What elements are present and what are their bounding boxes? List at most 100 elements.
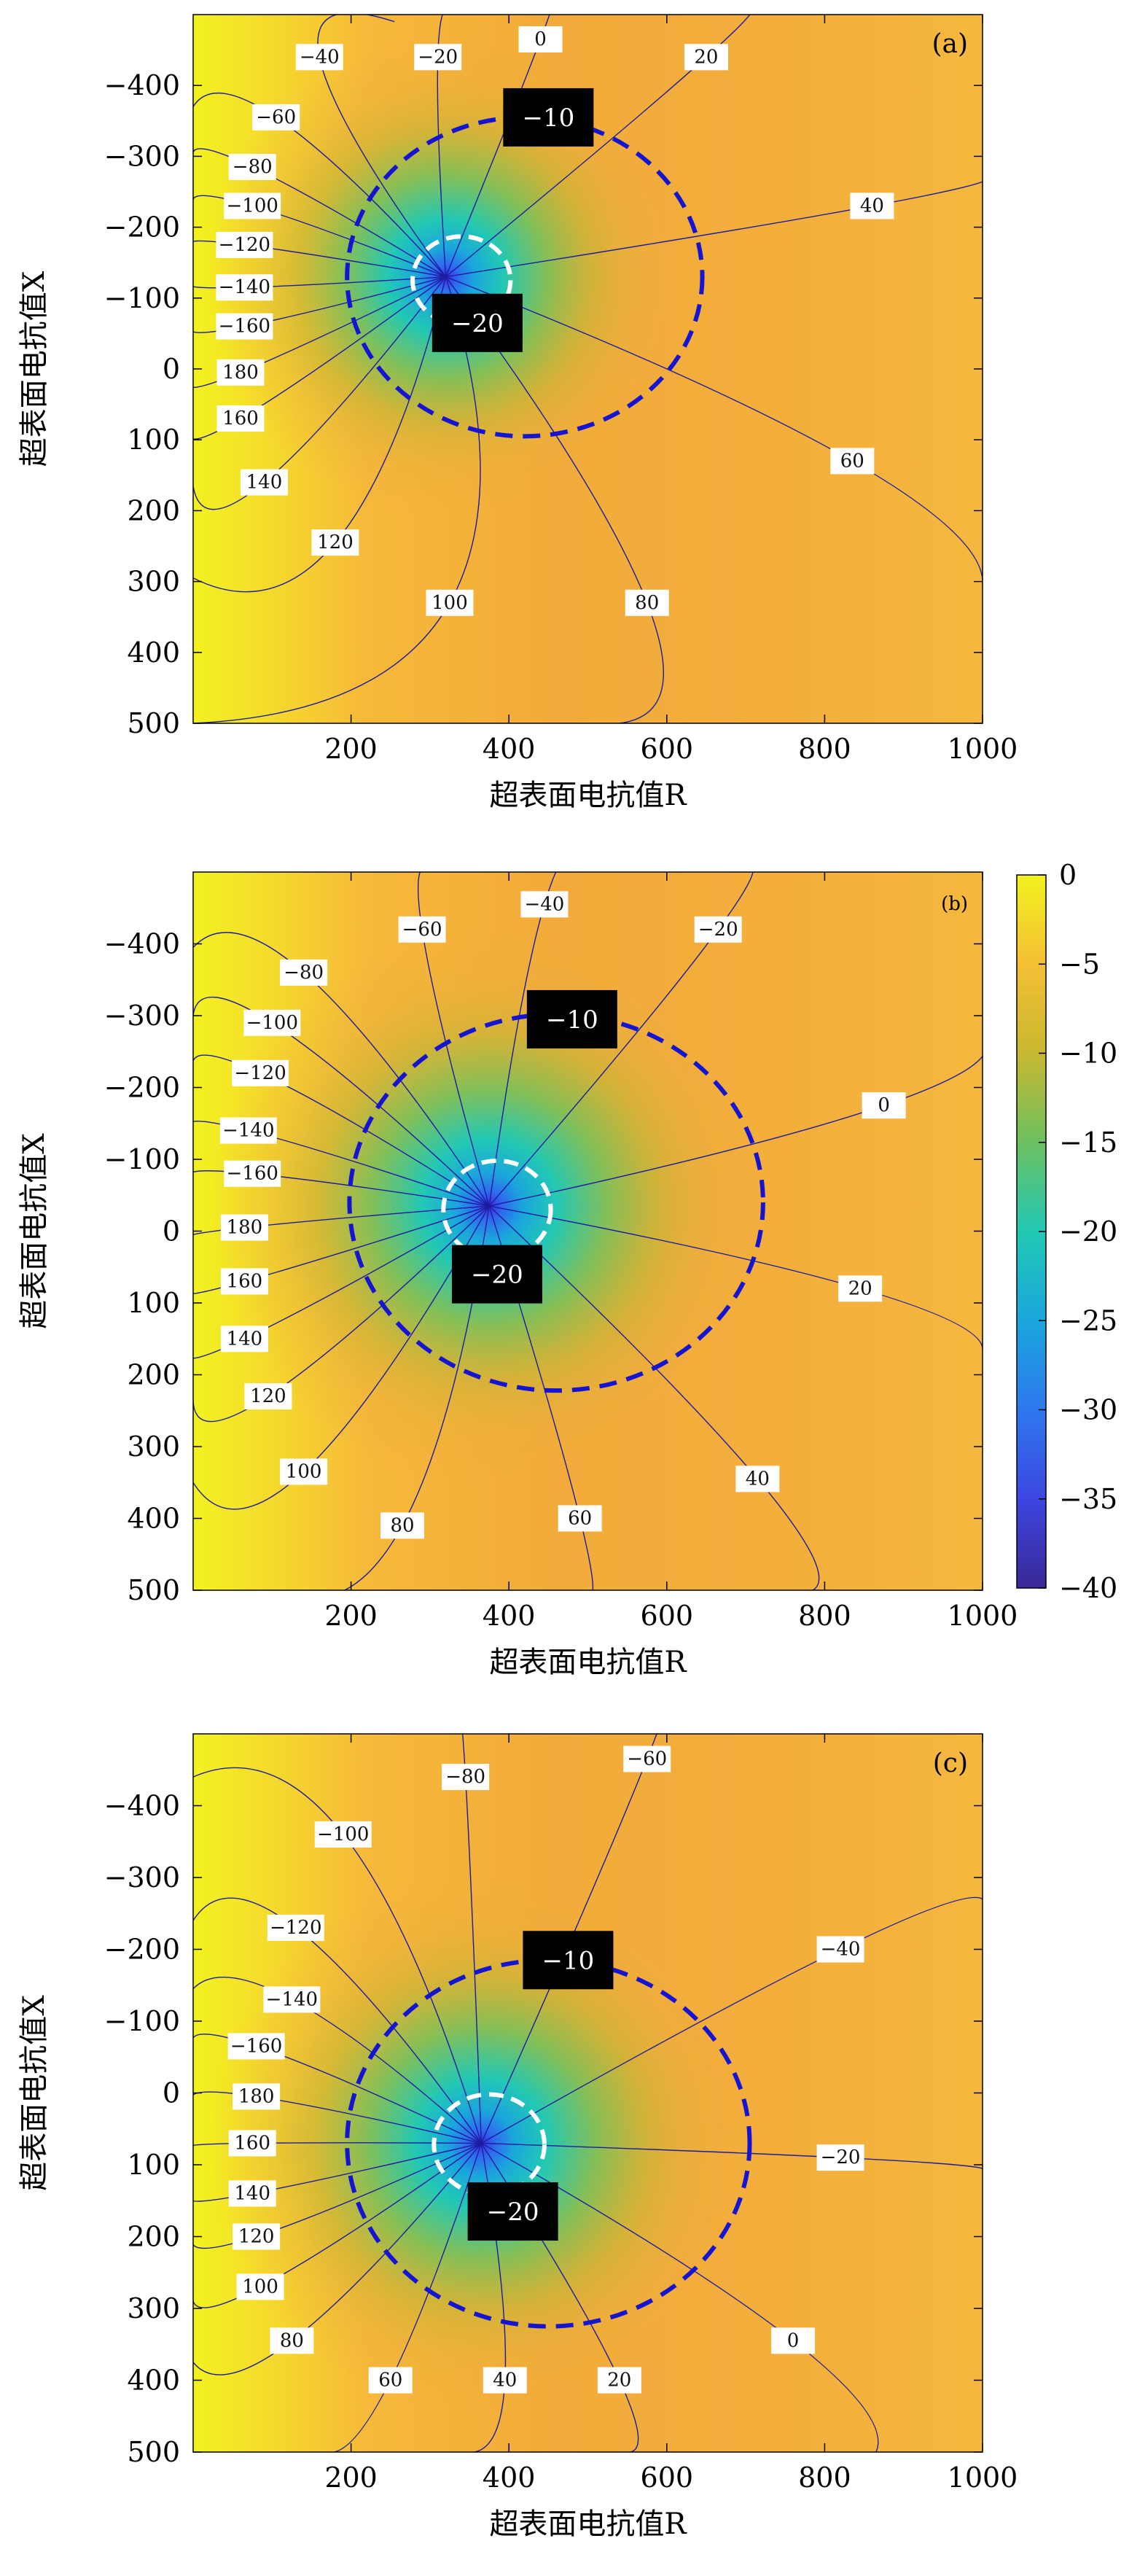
phase-label: −120 xyxy=(232,1059,289,1086)
phase-label: −60 xyxy=(252,104,300,131)
y-tick-label: 100 xyxy=(127,424,180,456)
y-tick-label: 300 xyxy=(127,2292,180,2324)
phase-label: −140 xyxy=(219,1117,277,1144)
svg-text:−140: −140 xyxy=(222,1120,274,1142)
y-tick-label: 300 xyxy=(127,1431,180,1463)
svg-text:120: 120 xyxy=(317,532,354,553)
x-axis-label: 超表面电抗值R xyxy=(489,2507,687,2541)
phase-label: 20 xyxy=(684,44,728,71)
phase-label: 40 xyxy=(850,192,894,219)
svg-text:−120: −120 xyxy=(219,234,270,256)
svg-text:180: 180 xyxy=(227,1217,263,1239)
svg-text:80: 80 xyxy=(390,1514,414,1536)
svg-text:−80: −80 xyxy=(284,962,324,984)
phase-label: −80 xyxy=(442,1764,490,1791)
colorbar-tick-label: 0 xyxy=(1059,859,1077,891)
y-tick-label: −200 xyxy=(104,1072,180,1104)
svg-text:160: 160 xyxy=(234,2132,270,2154)
phase-label: 80 xyxy=(270,2327,314,2354)
svg-text:100: 100 xyxy=(286,1460,322,1482)
svg-text:−20: −20 xyxy=(471,1261,523,1290)
y-axis-label: 超表面电抗值X xyxy=(17,271,51,467)
magnitude-label: −20 xyxy=(467,2182,558,2241)
svg-text:20: 20 xyxy=(607,2370,631,2392)
x-tick-label: 800 xyxy=(798,1600,851,1632)
y-tick-label: −300 xyxy=(104,140,180,172)
y-tick-label: 0 xyxy=(163,1215,180,1248)
phase-label: −160 xyxy=(216,313,273,340)
panel-label: (c) xyxy=(933,1748,968,1778)
phase-label: 40 xyxy=(735,1466,780,1493)
svg-text:0: 0 xyxy=(534,28,547,50)
x-tick-label: 200 xyxy=(324,1600,378,1632)
y-tick-label: −200 xyxy=(104,1934,180,1966)
y-tick-label: 500 xyxy=(127,1574,180,1606)
svg-text:60: 60 xyxy=(840,450,864,472)
panel-label: (a) xyxy=(932,29,968,59)
phase-label: 80 xyxy=(380,1512,424,1539)
svg-text:0: 0 xyxy=(787,2330,800,2351)
svg-text:80: 80 xyxy=(635,592,659,614)
svg-text:−20: −20 xyxy=(698,919,738,941)
y-tick-label: −400 xyxy=(104,1790,180,1822)
phase-label: −20 xyxy=(694,916,742,943)
svg-text:40: 40 xyxy=(746,1468,770,1490)
svg-text:100: 100 xyxy=(432,592,468,614)
svg-text:−10: −10 xyxy=(542,1946,595,1975)
phase-label: 60 xyxy=(830,448,875,475)
phase-label: −160 xyxy=(227,2033,285,2060)
y-tick-label: −100 xyxy=(104,1143,180,1175)
phase-label: 120 xyxy=(244,1383,292,1410)
y-tick-label: −400 xyxy=(104,69,180,101)
phase-label: 160 xyxy=(228,2130,276,2157)
x-tick-label: 800 xyxy=(798,2462,851,2494)
y-tick-label: 400 xyxy=(127,637,180,669)
svg-text:−40: −40 xyxy=(524,893,564,915)
x-tick-label: 400 xyxy=(483,1600,536,1632)
contour-circle-minus20 xyxy=(432,2092,547,2198)
svg-text:−80: −80 xyxy=(445,1766,485,1788)
colorbar: 0 −5 −10 −15 −20 −25 −30 −35 −40 xyxy=(1016,859,1117,1604)
phase-label: −20 xyxy=(414,44,462,71)
panel-b: −40 −60 −20 −80 −100 −120 −140 −160 180 160 140 120… xyxy=(17,871,1018,1679)
contour-circle-minus10 xyxy=(345,1958,752,2329)
phase-label: 160 xyxy=(216,405,265,432)
x-tick-label: 200 xyxy=(324,733,378,765)
phase-label: −160 xyxy=(224,1160,281,1187)
svg-text:140: 140 xyxy=(227,1328,263,1350)
colorbar-tick-label: −15 xyxy=(1059,1126,1117,1159)
svg-text:0: 0 xyxy=(878,1094,890,1116)
x-tick-label: 400 xyxy=(483,733,536,765)
y-tick-label: −200 xyxy=(104,211,180,244)
phase-label: −60 xyxy=(398,916,446,943)
phase-label: −120 xyxy=(267,1914,324,1941)
svg-text:60: 60 xyxy=(378,2370,402,2392)
phase-label: 180 xyxy=(216,359,265,386)
colorbar-tick-label: −30 xyxy=(1059,1394,1117,1426)
svg-text:−160: −160 xyxy=(219,316,270,338)
svg-text:60: 60 xyxy=(568,1508,592,1530)
phase-label: 100 xyxy=(426,589,474,616)
phase-label: −80 xyxy=(280,959,328,986)
magnitude-label: −20 xyxy=(451,1245,542,1304)
svg-text:100: 100 xyxy=(242,2276,278,2297)
colorbar-tick-label: −20 xyxy=(1059,1215,1117,1248)
y-tick-label: 100 xyxy=(127,1287,180,1319)
y-tick-label: 0 xyxy=(163,2077,180,2109)
svg-text:−20: −20 xyxy=(487,2198,539,2227)
phase-label: 100 xyxy=(280,1458,328,1485)
svg-text:−20: −20 xyxy=(418,46,458,68)
y-tick-label: 100 xyxy=(127,2149,180,2181)
magnitude-label: −20 xyxy=(432,293,523,352)
y-axis-label: 超表面电抗值X xyxy=(17,1995,51,2191)
phase-label: 180 xyxy=(233,2083,281,2110)
y-tick-label: −400 xyxy=(104,928,180,960)
phase-label: 140 xyxy=(240,469,288,496)
phase-label: 60 xyxy=(558,1505,602,1532)
phase-label: 160 xyxy=(220,1268,268,1295)
magnitude-label: −10 xyxy=(523,1931,614,1990)
svg-text:−160: −160 xyxy=(227,1163,278,1185)
svg-text:160: 160 xyxy=(227,1270,263,1292)
x-tick-label: 600 xyxy=(641,2462,694,2494)
y-axis-label: 超表面电抗值X xyxy=(17,1133,51,1329)
